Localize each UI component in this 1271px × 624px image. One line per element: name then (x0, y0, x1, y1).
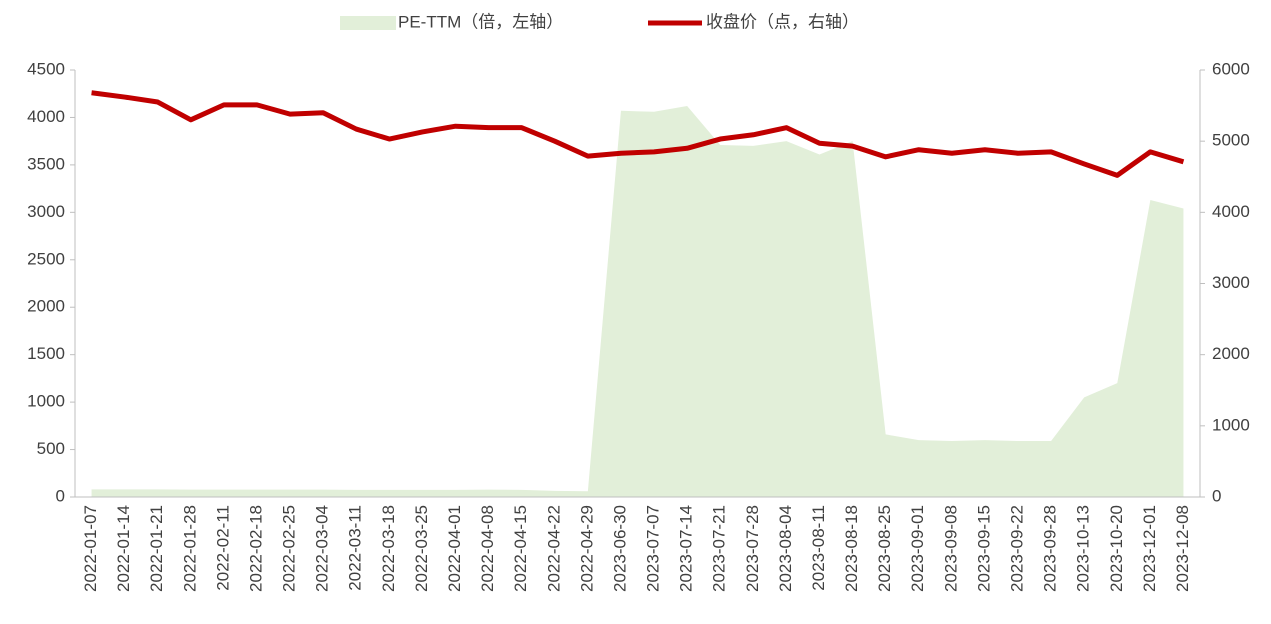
x-tick-label: 2022-04-29 (577, 505, 596, 592)
y2-tick-label: 1000 (1212, 415, 1250, 434)
legend-label: PE-TTM（倍，左轴） (398, 12, 563, 31)
y2-tick-label: 0 (1212, 486, 1221, 505)
x-tick-label: 2023-08-25 (875, 505, 894, 592)
x-tick-label: 2023-10-13 (1074, 505, 1093, 592)
x-tick-label: 2023-07-07 (644, 505, 663, 592)
x-tick-label: 2022-04-08 (478, 505, 497, 592)
x-tick-label: 2022-03-18 (379, 505, 398, 592)
x-tick-label: 2023-09-15 (974, 505, 993, 592)
x-tick-label: 2023-10-20 (1107, 505, 1126, 592)
x-tick-label: 2023-07-28 (743, 505, 762, 592)
legend-swatch (340, 16, 396, 30)
y2-tick-label: 4000 (1212, 202, 1250, 221)
x-tick-label: 2022-02-18 (246, 505, 265, 592)
y-tick-label: 3000 (27, 202, 65, 221)
legend-label: 收盘价（点，右轴） (706, 12, 859, 31)
x-tick-label: 2023-06-30 (610, 505, 629, 592)
y2-tick-label: 2000 (1212, 344, 1250, 363)
area (91, 106, 1184, 498)
y-tick-label: 1000 (27, 392, 65, 411)
x-tick-label: 2022-03-11 (346, 505, 365, 591)
x-tick-label: 2022-01-21 (147, 505, 166, 592)
x-tick-label: 2022-04-01 (445, 505, 464, 592)
x-tick-label: 2023-12-08 (1173, 505, 1192, 592)
y-tick-label: 1500 (27, 344, 65, 363)
x-tick-label: 2023-07-14 (677, 505, 696, 592)
x-tick-label: 2022-01-07 (81, 505, 100, 592)
x-tick-label: 2022-02-11 (213, 505, 232, 591)
x-tick-label: 2023-08-11 (809, 505, 828, 591)
x-tick-label: 2023-09-08 (941, 505, 960, 592)
x-tick-label: 2022-01-14 (114, 505, 133, 592)
x-tick-label: 2023-08-04 (776, 505, 795, 592)
y2-tick-label: 3000 (1212, 273, 1250, 292)
x-tick-label: 2023-07-21 (710, 505, 729, 592)
x-tick-label: 2022-03-25 (412, 505, 431, 592)
y-tick-label: 2500 (27, 249, 65, 268)
x-tick-label: 2023-12-01 (1140, 505, 1159, 592)
x-tick-label: 2023-09-28 (1041, 505, 1060, 592)
x-tick-label: 2022-04-22 (544, 505, 563, 592)
y2-tick-label: 5000 (1212, 131, 1250, 150)
y-tick-label: 3500 (27, 154, 65, 173)
x-tick-label: 2023-08-18 (842, 505, 861, 592)
x-tick-label: 2022-02-25 (280, 505, 299, 592)
x-tick-label: 2022-04-15 (511, 505, 530, 592)
y-tick-label: 4500 (27, 59, 65, 78)
x-tick-label: 2022-01-28 (180, 505, 199, 592)
y-tick-label: 2000 (27, 297, 65, 316)
y-tick-label: 500 (37, 439, 65, 458)
x-tick-label: 2022-03-04 (313, 505, 332, 592)
x-tick-label: 2023-09-22 (1007, 505, 1026, 592)
y2-tick-label: 6000 (1212, 59, 1250, 78)
line (91, 90, 1185, 178)
x-tick-label: 2023-09-01 (908, 505, 927, 592)
y-tick-label: 4000 (27, 107, 65, 126)
y-tick-label: 0 (56, 486, 65, 505)
